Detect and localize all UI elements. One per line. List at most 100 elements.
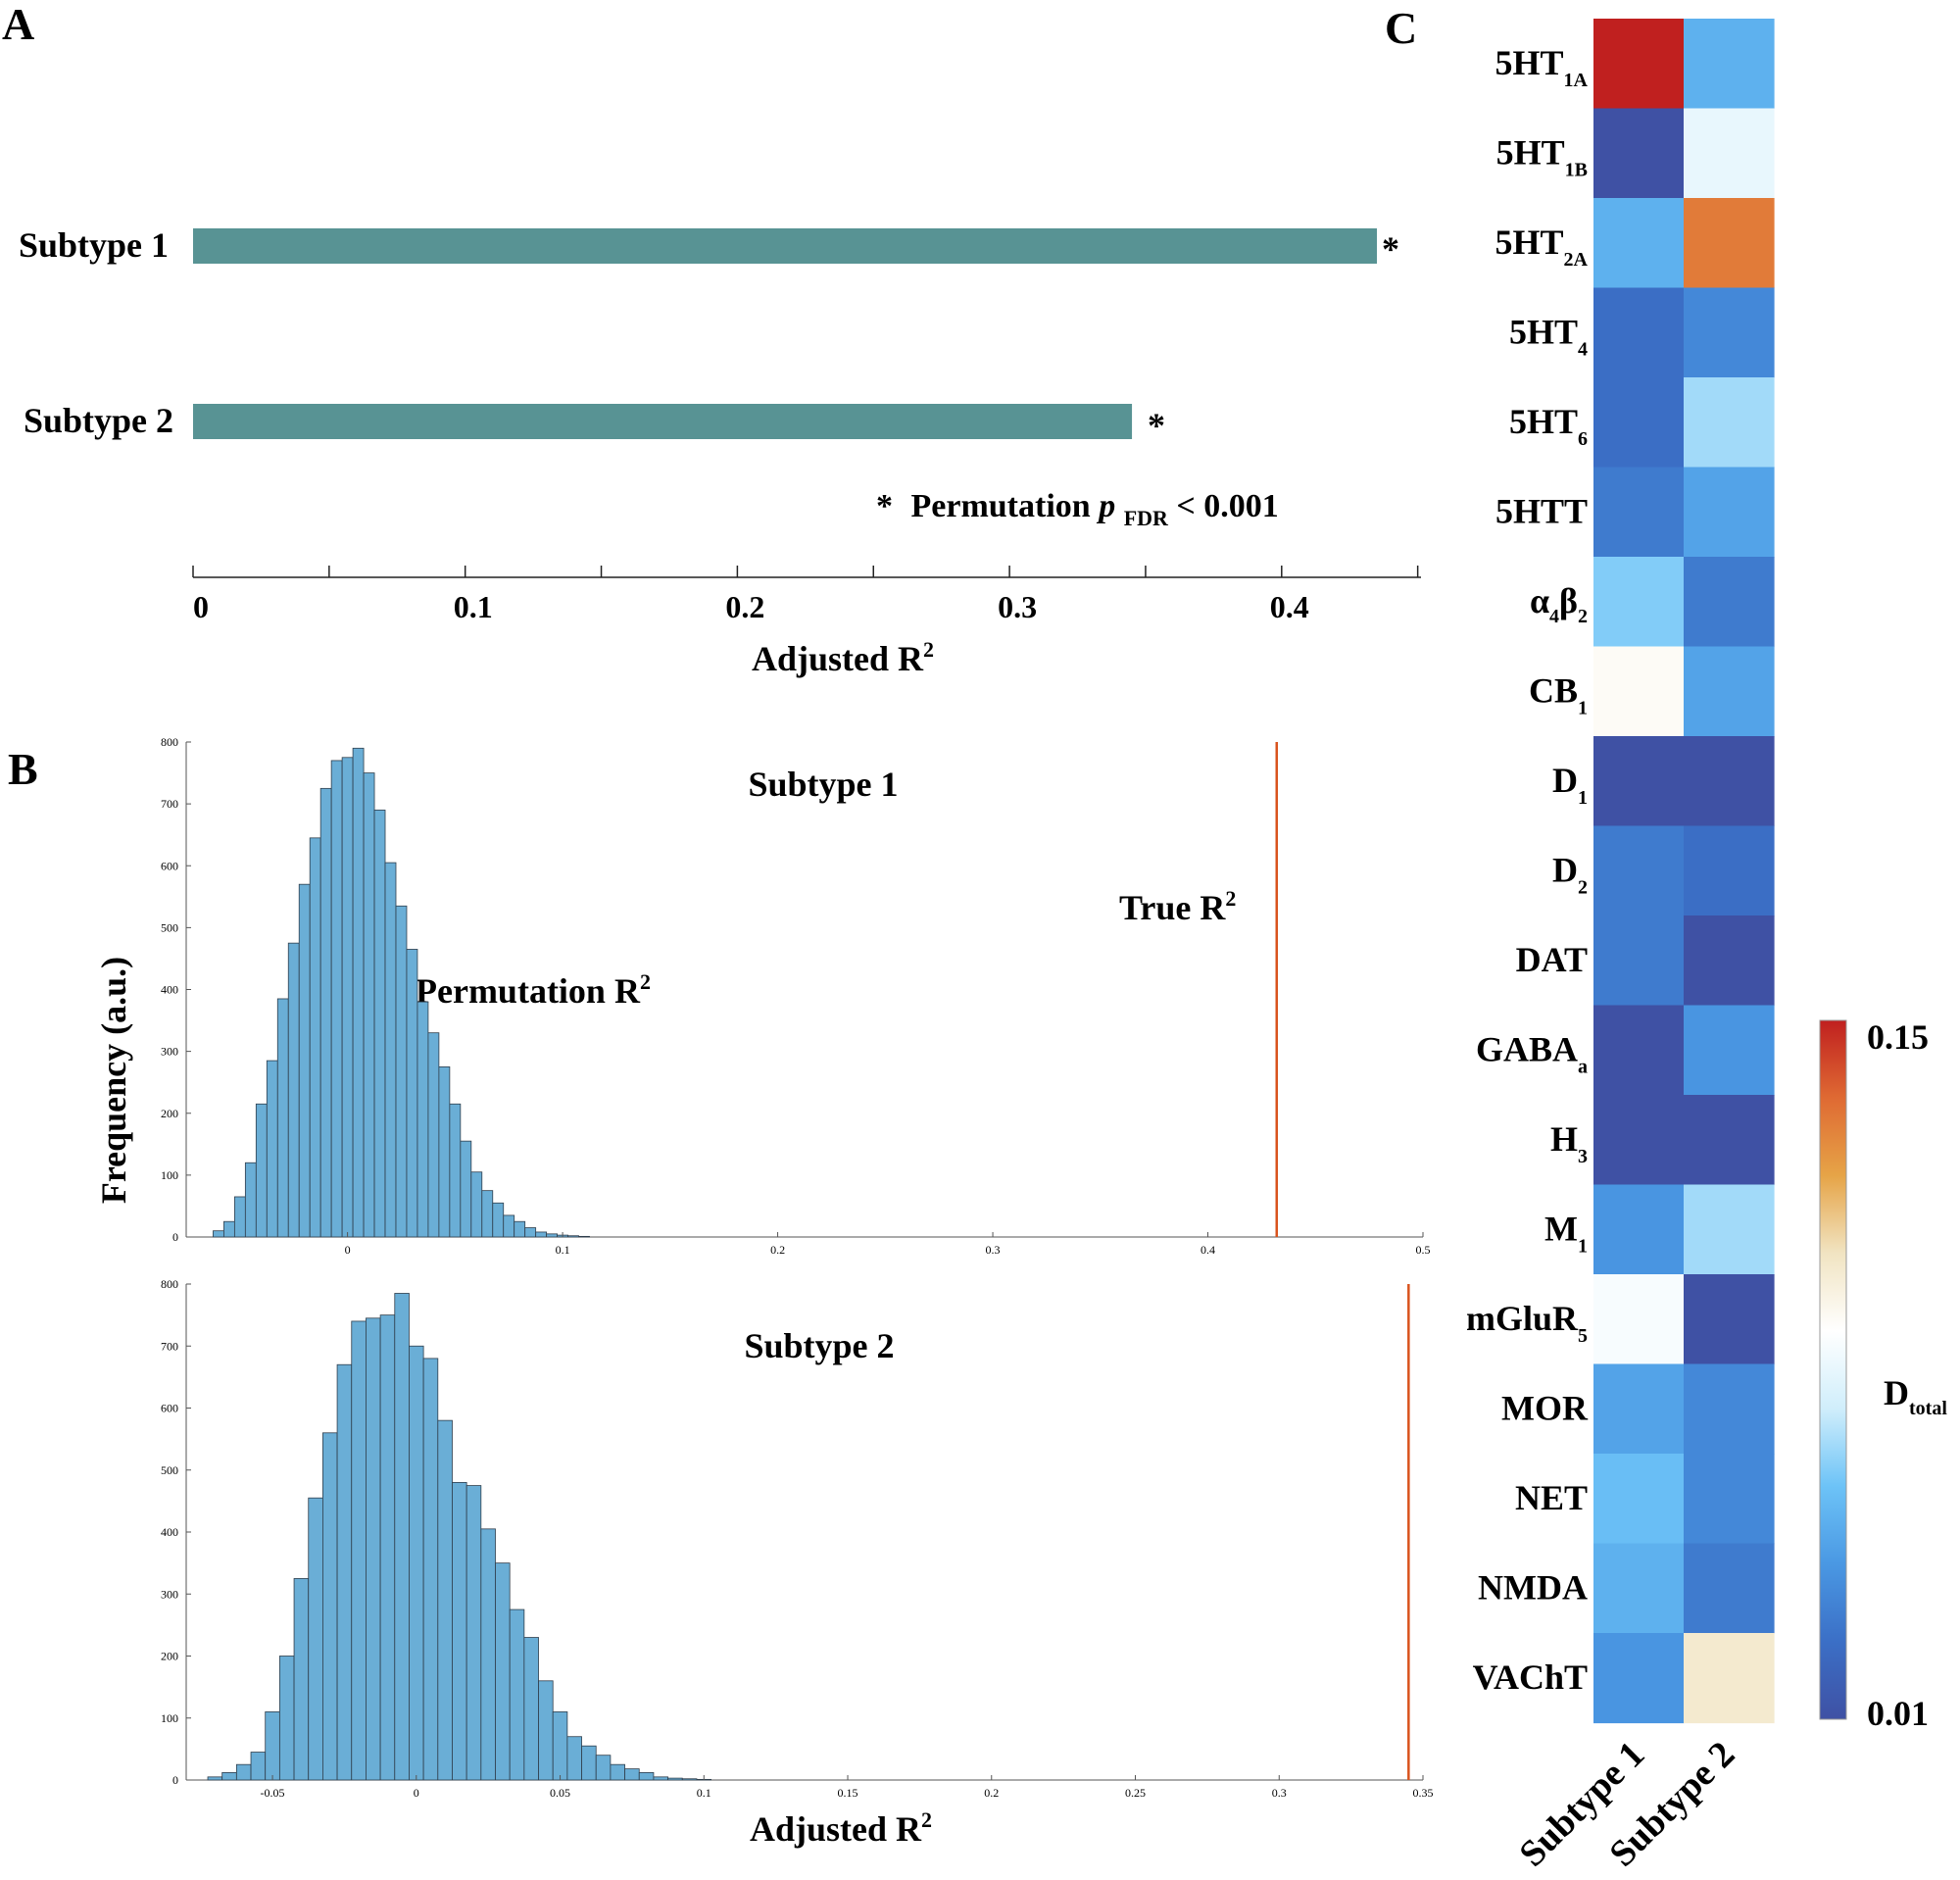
histogram-bin xyxy=(509,1608,525,1781)
histogram-bin xyxy=(276,998,289,1238)
x-tick-label: 0 xyxy=(345,1243,351,1257)
panel-a-x-axis-label-text: Adjusted R xyxy=(752,639,924,678)
y-tick-label: 500 xyxy=(161,920,178,934)
x-tick-label: 0 xyxy=(414,1786,419,1800)
row-label-main: β xyxy=(1559,581,1578,620)
b1-true-r2-label-sup: 2 xyxy=(1225,886,1236,911)
x-tick-label: 0.4 xyxy=(1200,1243,1215,1257)
b1-permutation-label: Permutation R2 xyxy=(416,969,651,1011)
colorbar-min-label: 0.01 xyxy=(1867,1694,1929,1733)
b1-true-r2-label: True R2 xyxy=(1119,886,1236,927)
histogram-bin xyxy=(581,1745,597,1781)
histogram-bin xyxy=(470,1171,483,1238)
y-tick-label: 700 xyxy=(161,1339,178,1353)
heatmap-cell xyxy=(1684,915,1775,1007)
heatmap-cell xyxy=(1593,1274,1685,1365)
histogram-bin xyxy=(480,1528,496,1781)
histogram-bin xyxy=(466,1485,482,1781)
row-label-main: D xyxy=(1552,851,1578,890)
histogram-bin xyxy=(233,1196,246,1238)
histogram-bin xyxy=(298,883,311,1238)
histogram-bin xyxy=(336,1363,353,1781)
row-label-main: NET xyxy=(1515,1478,1588,1517)
heatmap-row-label: D2 xyxy=(1552,851,1588,899)
b1-title: Subtype 1 xyxy=(748,765,898,804)
heatmap-cell xyxy=(1684,198,1775,289)
histogram-bin xyxy=(495,1562,511,1781)
y-tick-label: 300 xyxy=(161,1045,178,1059)
heatmap-row-label: D1 xyxy=(1552,761,1588,809)
heatmap-cell xyxy=(1684,19,1775,110)
heatmap-row-label: CB1 xyxy=(1529,671,1588,719)
histogram-bin xyxy=(223,1220,235,1238)
heatmap-row-label: H3 xyxy=(1550,1119,1588,1167)
colorbar-max-label: 0.15 xyxy=(1867,1017,1929,1057)
heatmap-cell xyxy=(1593,198,1685,289)
histogram-bin xyxy=(235,1763,252,1781)
heatmap-row-label: α4β2 xyxy=(1530,581,1588,627)
histogram-bin xyxy=(384,862,397,1238)
y-tick-label: 700 xyxy=(161,797,178,811)
x-tick-label: 0.1 xyxy=(556,1243,570,1257)
histogram-bin xyxy=(437,1419,453,1781)
heatmap-row-label: GABAa xyxy=(1476,1030,1588,1078)
y-tick-label: 800 xyxy=(161,735,178,749)
histogram-bin xyxy=(394,1293,410,1781)
panel-a-x-tick-label: 0.4 xyxy=(1270,589,1309,624)
histogram-bin xyxy=(567,1235,579,1238)
row-label-main: D xyxy=(1552,761,1578,800)
panel-a-pvalue-annotation: * Permutation p FDR < 0.001 xyxy=(876,488,1279,533)
histogram-bin xyxy=(546,1233,559,1238)
histogram-bin xyxy=(266,1060,278,1238)
row-label-main: α xyxy=(1530,581,1549,620)
heatmap-cell xyxy=(1684,1363,1775,1455)
heatmap-cell xyxy=(1593,1363,1685,1455)
b1-true-r2-label-text: True R xyxy=(1119,888,1226,927)
row-label-main: MOR xyxy=(1501,1389,1589,1428)
histogram-bin xyxy=(341,757,354,1238)
y-tick-label: 800 xyxy=(161,1277,178,1291)
panel-a-significance-star-1: * xyxy=(1382,229,1399,269)
panel-a-significance-star-2: * xyxy=(1148,406,1165,445)
histogram-bin xyxy=(322,1432,338,1781)
heatmap-row-label: 5HT1B xyxy=(1496,133,1588,181)
heatmap-cell xyxy=(1684,646,1775,737)
heatmap-cell xyxy=(1593,557,1685,648)
heatmap-cell xyxy=(1593,825,1685,916)
histogram-bin xyxy=(406,949,418,1238)
heatmap-row-label: 5HT6 xyxy=(1509,402,1588,450)
panel-a-x-tick-label: 0.2 xyxy=(725,589,764,624)
panel-a-x-tick-label: 0.3 xyxy=(998,589,1037,624)
x-tick-label: 0.2 xyxy=(984,1786,999,1800)
heatmap-cell xyxy=(1593,1543,1685,1634)
heatmap-cell xyxy=(1684,1543,1775,1634)
x-tick-label: 0.1 xyxy=(697,1786,711,1800)
x-tick-label: 0.25 xyxy=(1125,1786,1146,1800)
histogram-bin xyxy=(595,1755,612,1781)
b1-permutation-label-sup: 2 xyxy=(640,969,651,994)
panel-b-subtype-2-histogram: Subtype 2 Adjusted R2 -0.05 0 0.05 0.1 0.15 0… xyxy=(161,1277,1434,1849)
colorbar xyxy=(1819,1019,1847,1720)
histogram-bin xyxy=(667,1777,683,1781)
row-label-main: VAChT xyxy=(1473,1657,1588,1697)
histogram-bin xyxy=(638,1772,655,1781)
panel-a-bar-1 xyxy=(193,228,1377,264)
histogram-bin xyxy=(449,1103,462,1238)
row-label-sub: 2 xyxy=(1578,606,1588,627)
panel-c-heatmap: 0.15 0.01 Dtotal 5HT1A5HT1B5HT2A5HT45HT6… xyxy=(1466,19,1947,1875)
y-tick-label: 400 xyxy=(161,983,178,997)
heatmap-cell xyxy=(1684,736,1775,827)
heatmap-cell xyxy=(1684,467,1775,558)
row-label-sub: 2 xyxy=(1578,877,1588,899)
histogram-bin xyxy=(308,1497,323,1781)
b1-permutation-label-text: Permutation R xyxy=(416,971,641,1011)
histogram-bin xyxy=(503,1214,515,1238)
row-label-main: 5HT xyxy=(1509,313,1578,352)
panel-label-b: B xyxy=(8,744,38,794)
histogram-bin xyxy=(492,1202,505,1238)
heatmap-cell xyxy=(1593,1633,1685,1724)
row-label-sub: 4 xyxy=(1578,339,1588,361)
histogram-bin xyxy=(293,1578,310,1781)
histogram-bin xyxy=(524,1227,537,1238)
